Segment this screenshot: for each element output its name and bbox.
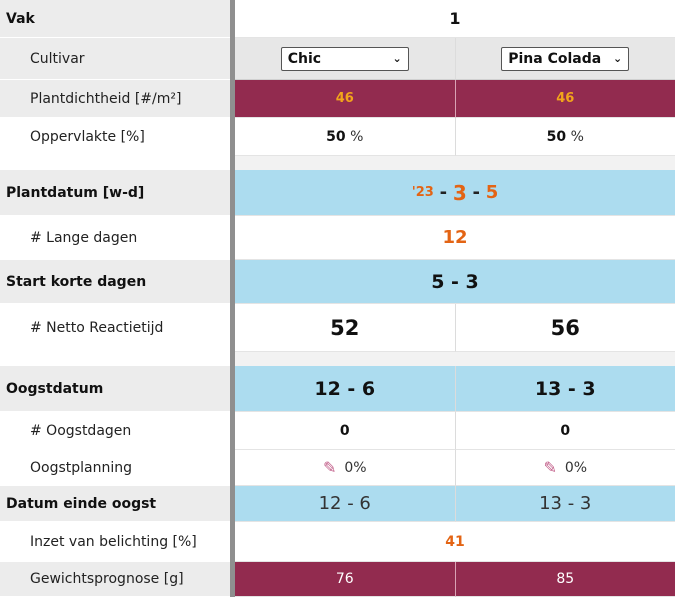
row-netto-reactietijd: # Netto Reactietijd 52 56: [0, 304, 675, 352]
row-oppervlakte: Oppervlakte [%] 50 % 50 %: [0, 118, 675, 156]
section-gap: [0, 156, 675, 170]
oppervlakte-value-2: 50: [546, 128, 567, 145]
row-cultivar: Cultivar Chic ⌄ Pina Colada ⌄: [0, 38, 675, 80]
oogstplanning-value-2: 0%: [564, 459, 588, 476]
label-start-korte-dagen: Start korte dagen: [0, 260, 230, 304]
column-divider: [230, 450, 235, 486]
row-lange-dagen: # Lange dagen 12: [0, 216, 675, 260]
plantdichtheid-value-2: 46: [556, 91, 575, 106]
label-gewichtsprognose: Gewichtsprognose [g]: [0, 562, 230, 597]
cultivar-select-2-value: Pina Colada: [508, 50, 602, 67]
row-oogstplanning: Oogstplanning ✎ 0% ✎ 0%: [0, 450, 675, 486]
column-divider: [230, 0, 235, 38]
label-netto-reactietijd: # Netto Reactietijd: [0, 304, 230, 352]
cultivar-select-1-value: Chic: [287, 50, 322, 67]
oppervlakte-cell-2[interactable]: 50 %: [454, 118, 675, 156]
plantdatum-year: '23: [411, 185, 434, 200]
oppervlakte-unit-1: %: [350, 128, 364, 145]
row-oogstdatum: Oogstdatum 12 - 6 13 - 3: [0, 366, 675, 412]
cultivar-cell-2: Pina Colada ⌄: [454, 38, 675, 80]
label-oogstdagen: # Oogstdagen: [0, 412, 230, 450]
oogstdatum-cell-2: 13 - 3: [454, 366, 675, 412]
row-plantdatum: Plantdatum [w-d] '23 - 3 - 5: [0, 170, 675, 216]
column-divider: [230, 80, 235, 118]
row-start-korte-dagen: Start korte dagen 5 - 3: [0, 260, 675, 304]
label-plantdatum: Plantdatum [w-d]: [0, 170, 230, 216]
chevron-down-icon: ⌄: [392, 52, 402, 65]
oogstdagen-cell-1[interactable]: 0: [235, 412, 455, 450]
column-divider: [230, 170, 235, 216]
start-korte-dagen-value: 5 - 3: [235, 260, 675, 304]
row-inzet-belichting: Inzet van belichting [%] 41: [0, 522, 675, 562]
column-divider: [230, 38, 235, 80]
label-oogstplanning: Oogstplanning: [0, 450, 230, 486]
inzet-belichting-value[interactable]: 41: [235, 522, 675, 562]
plantdatum-value[interactable]: '23 - 3 - 5: [235, 170, 675, 216]
column-divider: [230, 304, 235, 352]
oogstplanning-cell-2[interactable]: ✎ 0%: [454, 450, 675, 486]
plantdichtheid-cell-1[interactable]: 46: [235, 80, 455, 118]
edit-icon[interactable]: ✎: [322, 458, 337, 477]
cultivar-select-2[interactable]: Pina Colada ⌄: [501, 46, 630, 71]
section-gap: [0, 352, 675, 366]
netto-reactietijd-cell-2: 56: [454, 304, 675, 352]
label-plantdichtheid: Plantdichtheid [#/m²]: [0, 80, 230, 118]
oppervlakte-cell-1[interactable]: 50 %: [235, 118, 455, 156]
label-datum-einde-oogst: Datum einde oogst: [0, 486, 230, 522]
oppervlakte-unit-2: %: [570, 128, 584, 145]
chevron-down-icon: ⌄: [613, 52, 623, 65]
gewichtsprognose-cell-2: 85: [454, 562, 675, 597]
label-inzet-belichting: Inzet van belichting [%]: [0, 522, 230, 562]
column-divider: [230, 412, 235, 450]
plantdatum-dash-1: -: [439, 182, 448, 203]
column-divider: [230, 562, 235, 597]
column-divider: [230, 260, 235, 304]
label-oppervlakte: Oppervlakte [%]: [0, 118, 230, 156]
plantdichtheid-value-1: 46: [335, 91, 354, 106]
column-divider: [230, 522, 235, 562]
label-vak: Vak: [0, 0, 230, 38]
vak-value: 1: [235, 0, 675, 38]
column-divider: [230, 216, 235, 260]
edit-icon[interactable]: ✎: [543, 458, 557, 477]
label-oogstdatum: Oogstdatum: [0, 366, 230, 412]
datum-einde-oogst-cell-2: 13 - 3: [454, 486, 675, 522]
column-divider: [230, 366, 235, 412]
oogstdagen-cell-2[interactable]: 0: [454, 412, 675, 450]
oogstplanning-value-1: 0%: [344, 459, 367, 476]
cultivar-select-1[interactable]: Chic ⌄: [280, 46, 409, 71]
row-datum-einde-oogst: Datum einde oogst 12 - 6 13 - 3: [0, 486, 675, 522]
label-lange-dagen: # Lange dagen: [0, 216, 230, 260]
plantdatum-week: 3: [452, 180, 467, 205]
row-oogstdagen: # Oogstdagen 0 0: [0, 412, 675, 450]
column-divider: [230, 486, 235, 522]
plantdatum-day: 5: [485, 182, 499, 203]
column-divider: [230, 118, 235, 156]
plantdichtheid-cell-2[interactable]: 46: [454, 80, 675, 118]
row-plantdichtheid: Plantdichtheid [#/m²] 46 46: [0, 80, 675, 118]
netto-reactietijd-cell-1: 52: [235, 304, 455, 352]
datum-einde-oogst-cell-1: 12 - 6: [235, 486, 455, 522]
gewichtsprognose-cell-1: 76: [235, 562, 455, 597]
label-cultivar: Cultivar: [0, 38, 230, 80]
oppervlakte-value-1: 50: [326, 128, 346, 145]
row-gewichtsprognose: Gewichtsprognose [g] 76 85: [0, 562, 675, 597]
oogstplanning-cell-1[interactable]: ✎ 0%: [235, 450, 455, 486]
row-vak: Vak 1: [0, 0, 675, 38]
plantdatum-dash-2: -: [472, 182, 480, 203]
cultivar-cell-1: Chic ⌄: [235, 38, 455, 80]
oogstdatum-cell-1: 12 - 6: [235, 366, 455, 412]
lange-dagen-value[interactable]: 12: [235, 216, 675, 260]
